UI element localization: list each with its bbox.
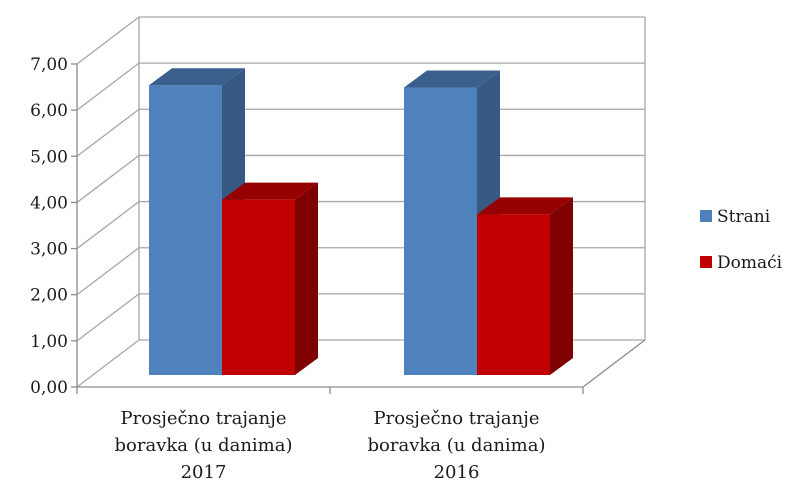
bar-front	[477, 214, 550, 375]
y-tick-label: 0,00	[30, 378, 68, 398]
y-tick-label: 6,00	[30, 101, 68, 121]
bar-front	[149, 85, 222, 376]
chart-legend: Strani Domaći	[700, 207, 783, 273]
bar-side	[550, 197, 573, 375]
y-tick-label: 5,00	[30, 147, 68, 167]
bar-side	[295, 182, 318, 375]
legend-label: Domaći	[717, 253, 783, 273]
bar	[477, 197, 573, 375]
y-tick-label: 4,00	[30, 193, 68, 213]
legend-label: Strani	[717, 207, 771, 227]
y-tick-label: 2,00	[30, 286, 68, 306]
bar-top	[222, 182, 318, 200]
legend-swatch	[700, 210, 712, 222]
gridline	[76, 16, 645, 65]
chart-gridlines	[76, 16, 646, 388]
x-category-label: Prosječno trajanje boravka (u danima) 2016	[368, 408, 546, 483]
y-tick-label: 1,00	[30, 332, 68, 352]
y-tick-label: 3,00	[30, 240, 68, 260]
chart-bars	[149, 68, 573, 376]
bar-front	[222, 199, 295, 375]
x-category-label: Prosječno trajanje boravka (u danima) 2017	[115, 408, 293, 483]
x-axis-categories: Prosječno trajanje boravka (u danima) 2017…	[115, 408, 546, 483]
bar-front	[404, 87, 477, 375]
bar	[222, 182, 318, 375]
bar-top	[477, 197, 573, 215]
y-tick-label: 7,00	[30, 55, 68, 75]
legend-swatch	[700, 256, 712, 268]
y-axis-ticks: 0,00 1,00 2,00 3,00 4,00 5,00 6,00 7,00	[30, 55, 584, 398]
bar-top	[149, 68, 245, 86]
bar-top	[404, 70, 500, 88]
